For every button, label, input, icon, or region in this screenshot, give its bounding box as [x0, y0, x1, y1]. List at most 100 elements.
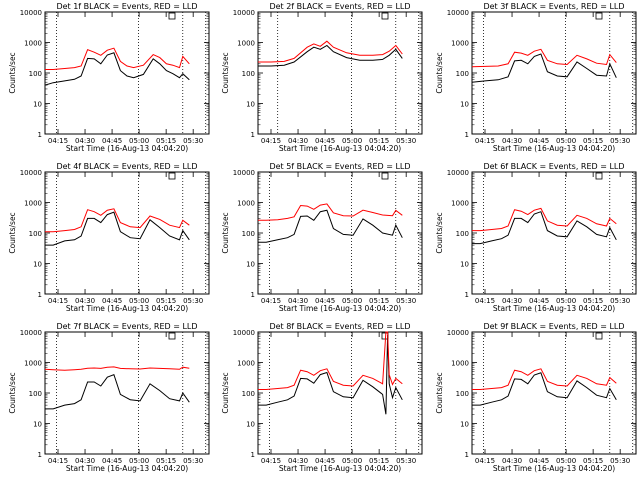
events-series-line: [472, 211, 617, 245]
chart-panel: Det 9f BLACK = Events, RED = LLD 1 10 100 10…: [435, 322, 637, 473]
plot-frame: [471, 331, 637, 455]
chart-title: Det 6f BLACK = Events, RED = LLD: [483, 162, 624, 171]
events-series-line: [44, 52, 190, 86]
y-tick-label: 1000: [24, 360, 42, 368]
x-tick-label: 05:15: [583, 297, 603, 305]
x-tick-label: 05:00: [129, 137, 149, 145]
chart-title: Det 5f BLACK = Events, RED = LLD: [269, 162, 410, 171]
x-tick-label: 04:15: [261, 457, 281, 465]
x-tick-label: 05:30: [610, 297, 630, 305]
legend-marker-box: [381, 12, 389, 20]
y-tick-label: 10: [246, 421, 255, 429]
x-tick-label: 05:15: [583, 457, 603, 465]
y-tick-label: 10: [33, 261, 42, 269]
x-tick-label: 05:00: [342, 137, 362, 145]
x-axis-label: Start Time (16-Aug-13 04:04:20): [66, 304, 188, 313]
x-tick-label: 04:45: [102, 457, 122, 465]
x-tick-label: 04:30: [75, 297, 95, 305]
y-tick-label: 1000: [451, 200, 469, 208]
x-axis-label: Start Time (16-Aug-13 04:04:20): [493, 464, 615, 473]
y-tick-label: 10: [33, 421, 42, 429]
chart-panel: Det 4f BLACK = Events, RED = LLD 1 10 100 10…: [8, 162, 210, 313]
x-tick-label: 05:00: [342, 297, 362, 305]
x-axis-label: Start Time (16-Aug-13 04:04:20): [493, 304, 615, 313]
x-tick-label: 05:30: [396, 137, 416, 145]
y-tick-label: 1000: [24, 40, 42, 48]
plot-frame: [471, 11, 637, 135]
y-tick-label: 10000: [447, 329, 469, 337]
x-tick-label: 05:15: [156, 137, 176, 145]
y-tick-label: 1000: [451, 40, 469, 48]
chart-title: Det 8f BLACK = Events, RED = LLD: [269, 322, 410, 331]
x-tick-label: 04:30: [75, 137, 95, 145]
chart-title: Det 2f BLACK = Events, RED = LLD: [269, 2, 410, 11]
chart-title: Det 9f BLACK = Events, RED = LLD: [483, 322, 624, 331]
legend-marker-box: [381, 172, 389, 180]
x-tick-label: 04:45: [529, 297, 549, 305]
x-tick-label: 05:15: [369, 457, 389, 465]
legend-marker-box: [595, 172, 603, 180]
y-tick-label: 100: [456, 230, 469, 238]
y-tick-label: 10000: [20, 169, 42, 177]
chart-panel: Det 6f BLACK = Events, RED = LLD 1 10 100 10…: [435, 162, 637, 313]
y-tick-label: 10000: [20, 329, 42, 337]
x-tick-label: 04:30: [288, 457, 308, 465]
x-tick-label: 05:00: [129, 297, 149, 305]
x-tick-label: 05:00: [342, 457, 362, 465]
x-tick-label: 04:45: [315, 297, 335, 305]
lld-series-line: [472, 207, 617, 232]
y-tick-label: 100: [456, 70, 469, 78]
y-tick-label: 10000: [20, 9, 42, 17]
lld-series-line: [45, 47, 190, 70]
legend-marker-box: [595, 12, 603, 20]
y-tick-label: 10: [246, 101, 255, 109]
y-tick-label: 1000: [451, 360, 469, 368]
y-tick-label: 10000: [233, 9, 255, 17]
plot-frame: [257, 11, 423, 135]
events-series-line: [45, 211, 190, 246]
y-tick-label: 10000: [447, 9, 469, 17]
x-tick-label: 04:30: [288, 137, 308, 145]
legend-marker-box: [168, 332, 176, 340]
legend-marker-box: [168, 172, 176, 180]
x-tick-label: 04:15: [475, 137, 495, 145]
x-tick-label: 04:45: [529, 137, 549, 145]
y-tick-label: 100: [29, 70, 42, 78]
y-tick-label: 1: [251, 451, 255, 459]
x-axis-label: Start Time (16-Aug-13 04:04:20): [279, 304, 401, 313]
x-tick-label: 05:00: [556, 137, 576, 145]
y-tick-label: 10000: [447, 169, 469, 177]
y-tick-label: 1: [251, 291, 255, 299]
x-tick-label: 04:30: [502, 457, 522, 465]
events-series-line: [472, 372, 617, 406]
y-tick-label: 100: [242, 70, 255, 78]
x-tick-label: 04:30: [75, 457, 95, 465]
y-tick-label: 10: [460, 101, 469, 109]
lld-series-line: [258, 40, 403, 63]
x-tick-label: 05:00: [129, 457, 149, 465]
y-tick-label: 10000: [233, 329, 255, 337]
x-tick-label: 04:15: [475, 297, 495, 305]
x-tick-label: 05:15: [156, 297, 176, 305]
x-tick-label: 05:30: [610, 457, 630, 465]
plot-frame: [257, 331, 423, 455]
legend-marker-box: [168, 12, 176, 20]
lld-series-line: [258, 203, 403, 221]
x-tick-label: 05:30: [396, 297, 416, 305]
x-tick-label: 05:15: [369, 137, 389, 145]
x-tick-label: 05:15: [583, 137, 603, 145]
y-tick-label: 1: [38, 291, 42, 299]
chart-panel: Det 8f BLACK = Events, RED = LLD 1 10 100 10…: [221, 322, 423, 473]
chart-title: Det 4f BLACK = Events, RED = LLD: [56, 162, 197, 171]
x-tick-label: 04:30: [288, 297, 308, 305]
events-series-line: [471, 53, 617, 83]
x-tick-label: 04:15: [48, 137, 68, 145]
x-tick-label: 04:15: [261, 297, 281, 305]
chart-panel: Det 2f BLACK = Events, RED = LLD 1 10 100 10…: [221, 2, 423, 153]
y-tick-label: 10: [246, 261, 255, 269]
x-tick-label: 05:30: [183, 457, 203, 465]
y-tick-label: 1: [251, 131, 255, 139]
lld-series-line: [258, 331, 403, 390]
x-axis-label: Start Time (16-Aug-13 04:04:20): [279, 144, 401, 153]
y-tick-label: 1: [465, 291, 469, 299]
